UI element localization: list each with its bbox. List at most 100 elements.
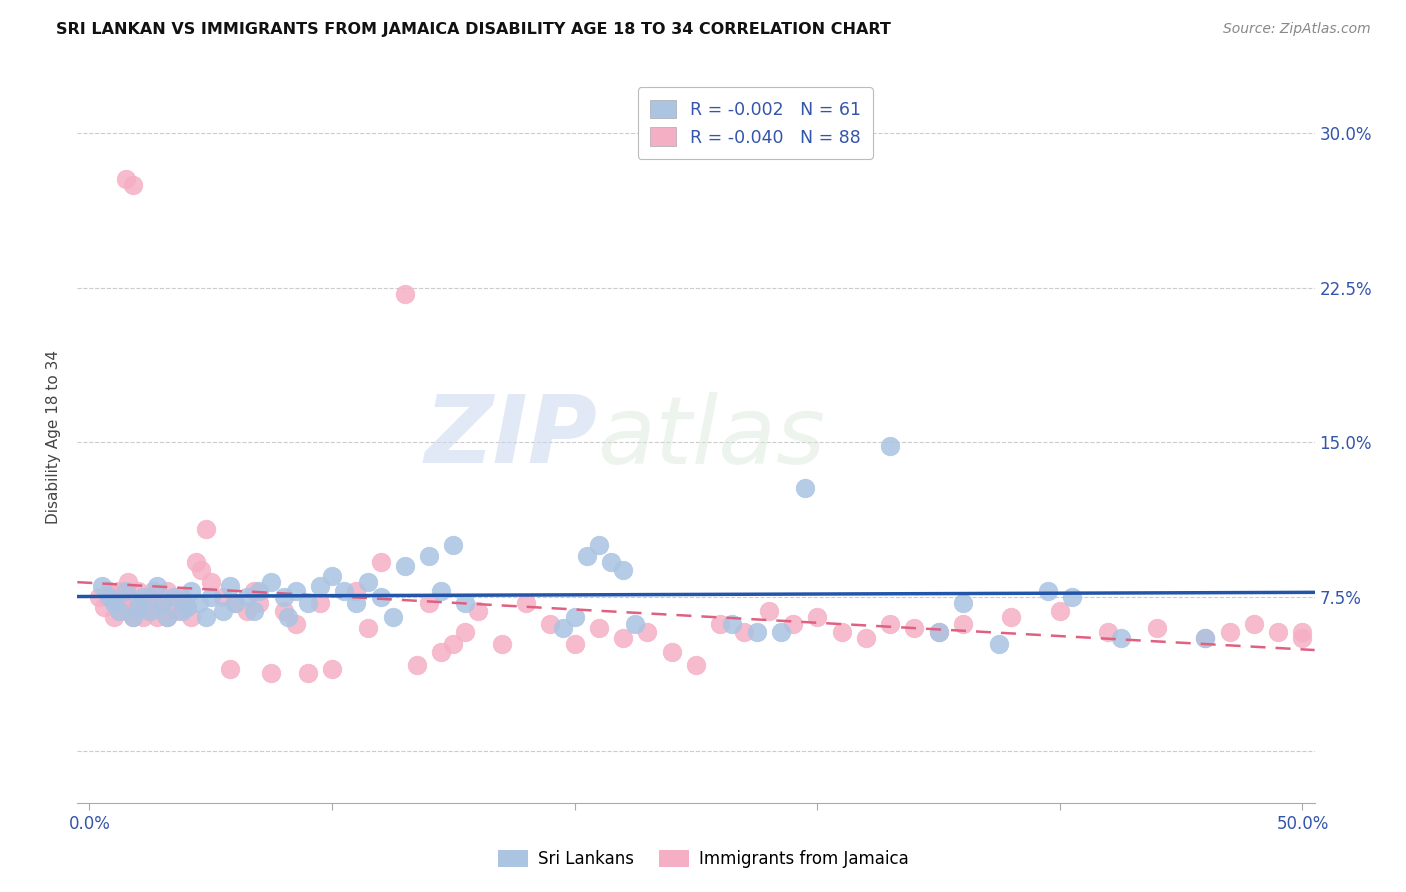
Point <box>1109 631 1132 645</box>
Point <box>200 590 222 604</box>
Point <box>194 522 217 536</box>
Point <box>782 616 804 631</box>
Point <box>1060 590 1083 604</box>
Point <box>247 596 270 610</box>
Point <box>769 624 792 639</box>
Point <box>321 569 343 583</box>
Point <box>139 590 162 604</box>
Point <box>1194 631 1216 645</box>
Point <box>107 604 129 618</box>
Point <box>186 555 208 569</box>
Point <box>551 621 574 635</box>
Point <box>538 616 561 631</box>
Point <box>745 624 768 639</box>
Point <box>357 621 380 635</box>
Point <box>190 563 212 577</box>
Point <box>260 575 283 590</box>
Point <box>831 624 853 639</box>
Point <box>115 583 138 598</box>
Point <box>166 604 188 618</box>
Point <box>219 579 242 593</box>
Point <box>127 600 149 615</box>
Text: Source: ZipAtlas.com: Source: ZipAtlas.com <box>1223 22 1371 37</box>
Point <box>1219 624 1241 639</box>
Point <box>260 665 283 680</box>
Point <box>1049 604 1071 618</box>
Point <box>612 631 634 645</box>
Point <box>370 590 392 604</box>
Point <box>370 555 392 569</box>
Point <box>212 590 235 604</box>
Point <box>200 575 222 590</box>
Point <box>122 610 145 624</box>
Point <box>394 558 416 573</box>
Point <box>273 604 295 618</box>
Point <box>122 610 145 624</box>
Point <box>247 583 270 598</box>
Point <box>156 610 179 624</box>
Point <box>160 596 183 610</box>
Point <box>454 596 477 610</box>
Point <box>734 624 756 639</box>
Point <box>564 637 586 651</box>
Point <box>176 600 198 615</box>
Point <box>115 171 138 186</box>
Point <box>879 616 901 631</box>
Point <box>685 657 707 672</box>
Text: SRI LANKAN VS IMMIGRANTS FROM JAMAICA DISABILITY AGE 18 TO 34 CORRELATION CHART: SRI LANKAN VS IMMIGRANTS FROM JAMAICA DI… <box>56 22 891 37</box>
Point <box>243 604 266 618</box>
Point <box>194 610 217 624</box>
Point <box>156 583 179 598</box>
Point <box>855 631 877 645</box>
Point <box>467 604 489 618</box>
Point <box>612 563 634 577</box>
Point <box>107 604 129 618</box>
Point <box>89 590 111 604</box>
Point <box>297 665 319 680</box>
Point <box>180 610 202 624</box>
Point <box>903 621 925 635</box>
Point <box>150 596 173 610</box>
Point <box>187 596 209 610</box>
Point <box>758 604 780 618</box>
Point <box>575 549 598 563</box>
Point <box>103 590 125 604</box>
Point <box>321 662 343 676</box>
Point <box>515 596 537 610</box>
Point <box>219 662 242 676</box>
Point <box>170 604 193 618</box>
Point <box>1000 610 1022 624</box>
Point <box>1097 624 1119 639</box>
Point <box>170 590 193 604</box>
Point <box>879 439 901 453</box>
Point <box>309 596 332 610</box>
Point <box>224 596 246 610</box>
Point <box>952 596 974 610</box>
Point <box>132 596 155 610</box>
Point <box>491 637 513 651</box>
Point <box>146 596 169 610</box>
Point <box>93 600 115 615</box>
Point <box>117 590 139 604</box>
Point <box>928 624 950 639</box>
Point <box>146 579 169 593</box>
Point <box>441 538 464 552</box>
Point <box>636 624 658 639</box>
Point <box>90 579 112 593</box>
Point <box>454 624 477 639</box>
Point <box>146 610 169 624</box>
Point <box>600 555 623 569</box>
Legend: Sri Lankans, Immigrants from Jamaica: Sri Lankans, Immigrants from Jamaica <box>491 843 915 875</box>
Legend: R = -0.002   N = 61, R = -0.040   N = 88: R = -0.002 N = 61, R = -0.040 N = 88 <box>638 87 873 159</box>
Point <box>136 604 159 618</box>
Point <box>127 583 149 598</box>
Point <box>284 583 307 598</box>
Point <box>794 481 817 495</box>
Point <box>103 596 125 610</box>
Point <box>150 590 173 604</box>
Point <box>333 583 356 598</box>
Point <box>176 600 198 615</box>
Point <box>1267 624 1289 639</box>
Point <box>1243 616 1265 631</box>
Point <box>139 604 162 618</box>
